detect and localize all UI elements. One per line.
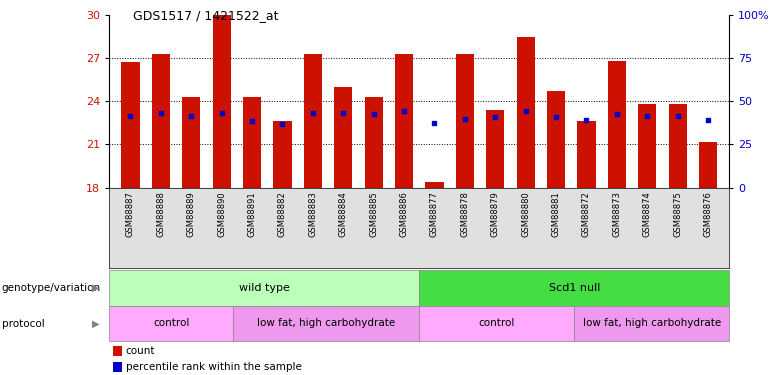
Text: GSM88875: GSM88875 [673,192,682,237]
Text: control: control [153,318,190,328]
Text: GSM88879: GSM88879 [491,192,500,237]
Bar [420,270,729,306]
Bar [273,122,292,188]
Text: GSM88884: GSM88884 [339,192,348,237]
Text: GSM88883: GSM88883 [308,192,317,237]
Text: GDS1517 / 1421522_at: GDS1517 / 1421522_at [133,9,278,22]
Bar [420,306,574,341]
Bar [152,54,170,188]
Bar [109,270,420,306]
Bar [456,54,474,188]
Text: GSM88876: GSM88876 [704,192,712,237]
Text: Scd1 null: Scd1 null [548,283,600,293]
Bar [334,87,353,188]
Text: GSM88888: GSM88888 [156,192,165,237]
Text: GSM88890: GSM88890 [217,192,226,237]
Text: GSM88891: GSM88891 [247,192,257,237]
Bar [243,97,261,188]
Bar [699,141,717,188]
Text: GSM88872: GSM88872 [582,192,591,237]
Bar [303,54,322,188]
Text: protocol: protocol [2,319,44,328]
Text: low fat, high carbohydrate: low fat, high carbohydrate [583,318,721,328]
Bar [364,97,383,188]
Bar [113,362,122,372]
Bar [577,122,596,188]
Bar [547,91,566,188]
Bar [122,62,140,188]
Text: GSM88877: GSM88877 [430,192,439,237]
Text: GSM88882: GSM88882 [278,192,287,237]
Text: genotype/variation: genotype/variation [2,283,101,293]
Text: GSM88878: GSM88878 [460,192,470,237]
Bar [608,61,626,188]
Text: ▶: ▶ [92,319,100,328]
Bar [574,306,729,341]
Text: GSM88889: GSM88889 [186,192,196,237]
Bar [109,306,233,341]
Text: GSM88874: GSM88874 [643,192,652,237]
Text: percentile rank within the sample: percentile rank within the sample [126,362,301,372]
Bar [668,104,686,188]
Text: low fat, high carbohydrate: low fat, high carbohydrate [257,318,395,328]
Text: GSM88887: GSM88887 [126,192,135,237]
Text: count: count [126,346,155,356]
Bar [113,346,122,356]
Bar [233,306,420,341]
Text: control: control [479,318,515,328]
Bar [638,104,656,188]
Text: wild type: wild type [239,283,289,293]
Bar [516,37,535,188]
Bar [486,110,505,188]
Bar [395,54,413,188]
Text: GSM88881: GSM88881 [551,192,561,237]
Bar [183,97,200,188]
Text: ▶: ▶ [92,283,100,293]
Text: GSM88886: GSM88886 [399,192,409,237]
Bar [425,182,444,188]
Bar [213,15,231,188]
Text: GSM88873: GSM88873 [612,192,622,237]
Text: GSM88885: GSM88885 [369,192,378,237]
Text: GSM88880: GSM88880 [521,192,530,237]
